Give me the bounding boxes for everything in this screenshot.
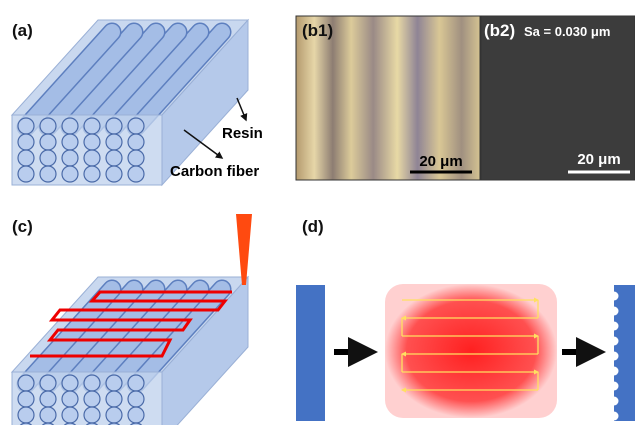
fiber-end bbox=[84, 118, 100, 134]
fiber-end bbox=[62, 375, 78, 391]
fiber-end bbox=[18, 407, 34, 423]
fiber-end bbox=[84, 134, 100, 150]
pit bbox=[610, 352, 619, 361]
fiber-before bbox=[296, 285, 325, 421]
panel-label: (a) bbox=[12, 21, 33, 40]
pit bbox=[610, 292, 619, 301]
fiber-end bbox=[40, 118, 56, 134]
fiber-end bbox=[18, 391, 34, 407]
scale-label: 20 μm bbox=[577, 151, 620, 168]
fiber-end bbox=[18, 118, 34, 134]
arrow bbox=[237, 98, 246, 120]
fiber-end bbox=[106, 118, 122, 134]
fiber-end bbox=[106, 150, 122, 166]
fiber-end bbox=[84, 391, 100, 407]
fiber-end bbox=[18, 166, 34, 182]
fiber-end bbox=[128, 150, 144, 166]
scale-label: 20 μm bbox=[419, 153, 462, 170]
fiber-label: Carbon fiber bbox=[170, 163, 259, 180]
fiber-end bbox=[40, 134, 56, 150]
pit bbox=[610, 382, 619, 391]
resin-label: Resin bbox=[222, 125, 263, 142]
pit bbox=[610, 307, 619, 316]
figure: (a) Resin Carbon fiber (b1) 20 μm (b2) S… bbox=[0, 0, 635, 425]
fiber-end bbox=[18, 134, 34, 150]
fiber-end bbox=[128, 118, 144, 134]
fiber-end bbox=[18, 150, 34, 166]
fiber-end bbox=[106, 134, 122, 150]
roughness-label: Sa = 0.030 μm bbox=[524, 24, 610, 39]
fiber-end bbox=[106, 375, 122, 391]
laser-area bbox=[385, 284, 557, 418]
fiber-end bbox=[62, 134, 78, 150]
fiber-end bbox=[128, 407, 144, 423]
fiber-end bbox=[128, 375, 144, 391]
fiber-end bbox=[18, 375, 34, 391]
fiber-end bbox=[106, 407, 122, 423]
fiber-end bbox=[84, 150, 100, 166]
fiber-end bbox=[62, 150, 78, 166]
fiber-end bbox=[84, 166, 100, 182]
fiber-end bbox=[128, 166, 144, 182]
fiber-end bbox=[84, 407, 100, 423]
fiber-end bbox=[106, 166, 122, 182]
fiber-end bbox=[40, 150, 56, 166]
fiber-end bbox=[40, 166, 56, 182]
composite-block bbox=[12, 277, 248, 425]
fiber-after bbox=[610, 285, 635, 421]
fiber-end bbox=[84, 375, 100, 391]
pit bbox=[610, 337, 619, 346]
pit bbox=[610, 367, 619, 376]
fiber-end bbox=[62, 166, 78, 182]
laser-beam bbox=[236, 214, 252, 285]
panel-label: (c) bbox=[12, 217, 33, 236]
panel-label: (b2) bbox=[484, 21, 515, 40]
pit bbox=[610, 397, 619, 406]
fiber-end bbox=[128, 391, 144, 407]
page: (a) Resin Carbon fiber (b1) 20 μm (b2) S… bbox=[0, 0, 635, 425]
composite-block bbox=[12, 20, 248, 185]
panel-label: (b1) bbox=[302, 21, 333, 40]
fiber-end bbox=[62, 118, 78, 134]
fiber-end bbox=[62, 407, 78, 423]
pit bbox=[610, 412, 619, 421]
fiber-end bbox=[40, 375, 56, 391]
fiber-end bbox=[62, 391, 78, 407]
pit bbox=[610, 322, 619, 331]
fiber-end bbox=[40, 391, 56, 407]
fiber-end bbox=[40, 407, 56, 423]
fiber-end bbox=[106, 391, 122, 407]
panel-label: (d) bbox=[302, 217, 324, 236]
fiber-end bbox=[128, 134, 144, 150]
